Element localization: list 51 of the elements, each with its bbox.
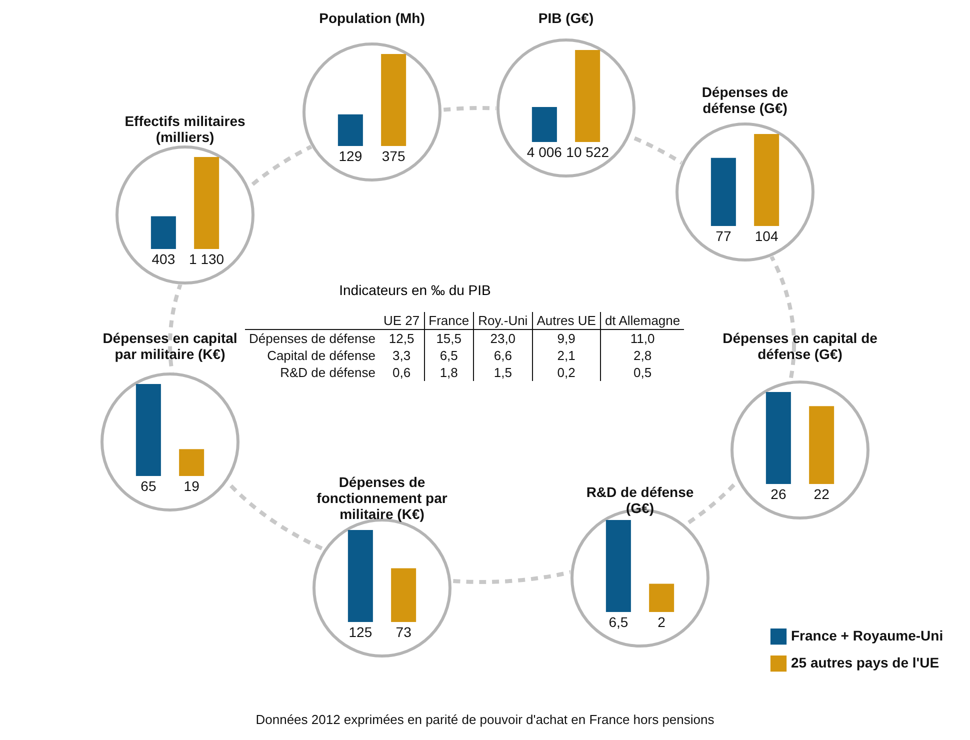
- chart-title: PIB (G€): [537, 10, 595, 26]
- text: 2,8: [634, 348, 652, 363]
- legend-label: France + Royaume-Uni: [791, 628, 944, 644]
- category-label: Autres UE: [532, 312, 600, 330]
- data-label: 2: [658, 614, 666, 630]
- data-label: 10 522: [566, 144, 610, 160]
- data-label: 1 130: [189, 251, 224, 267]
- data-label: 4 006: [526, 144, 562, 160]
- text: 9,9: [557, 331, 576, 346]
- data-label: 6,5: [608, 614, 628, 630]
- category-label: Capital de défense: [267, 348, 376, 363]
- data-label: 77: [716, 228, 732, 244]
- text: 1,5: [494, 365, 512, 380]
- category-label: dt Allemagne: [600, 312, 684, 330]
- legend-label: 25 autres pays de l'UE: [791, 654, 940, 670]
- data-label: 65: [140, 478, 156, 494]
- text: 1,8: [440, 365, 458, 380]
- data-label: 22: [814, 486, 830, 502]
- text: 2,1: [557, 348, 576, 363]
- text: 3,3: [392, 348, 411, 363]
- category-label: France: [424, 312, 474, 330]
- category-label: Roy.-Uni: [474, 312, 532, 330]
- text: Données 2012 exprimées en parité de pouvoir d'achat en France hors pensions: [254, 712, 716, 727]
- data-label: 375: [382, 148, 406, 164]
- text: Indicateurs en ‰ du PIB: [338, 282, 492, 298]
- chart-title: Dépenses de fonctionnement par militaire (K€): [316, 474, 448, 522]
- text: 11,0: [630, 331, 655, 346]
- chart-title: R&D de défense (G€): [585, 484, 695, 516]
- data-label: 129: [338, 148, 362, 164]
- category-label: Dépenses de défense: [249, 331, 376, 346]
- text: 23,0: [490, 331, 516, 346]
- text: 12,5: [388, 331, 414, 346]
- chart-title: Dépenses en capital de défense (G€): [722, 330, 878, 362]
- chart-title: Dépenses en capital par militaire (K€): [102, 330, 238, 362]
- data-label: 26: [770, 486, 786, 502]
- text: 6,6: [494, 348, 512, 363]
- text: 6,5: [440, 348, 458, 363]
- chart-title: Effectifs militaires (milliers): [124, 113, 246, 145]
- text: 0,6: [392, 365, 411, 380]
- chart-title: Dépenses de défense (G€): [700, 84, 790, 116]
- text: 0,2: [557, 365, 576, 380]
- data-label: 73: [396, 624, 412, 640]
- category-label: R&D de défense: [280, 365, 376, 380]
- chart-title: Population (Mh): [318, 10, 426, 26]
- data-label: 19: [184, 478, 200, 494]
- category-label: UE 27: [379, 312, 424, 330]
- data-label: 125: [348, 624, 372, 640]
- text: 15,5: [436, 331, 462, 346]
- data-label: 403: [152, 251, 176, 267]
- text: 0,5: [634, 365, 652, 380]
- data-label: 104: [754, 228, 778, 244]
